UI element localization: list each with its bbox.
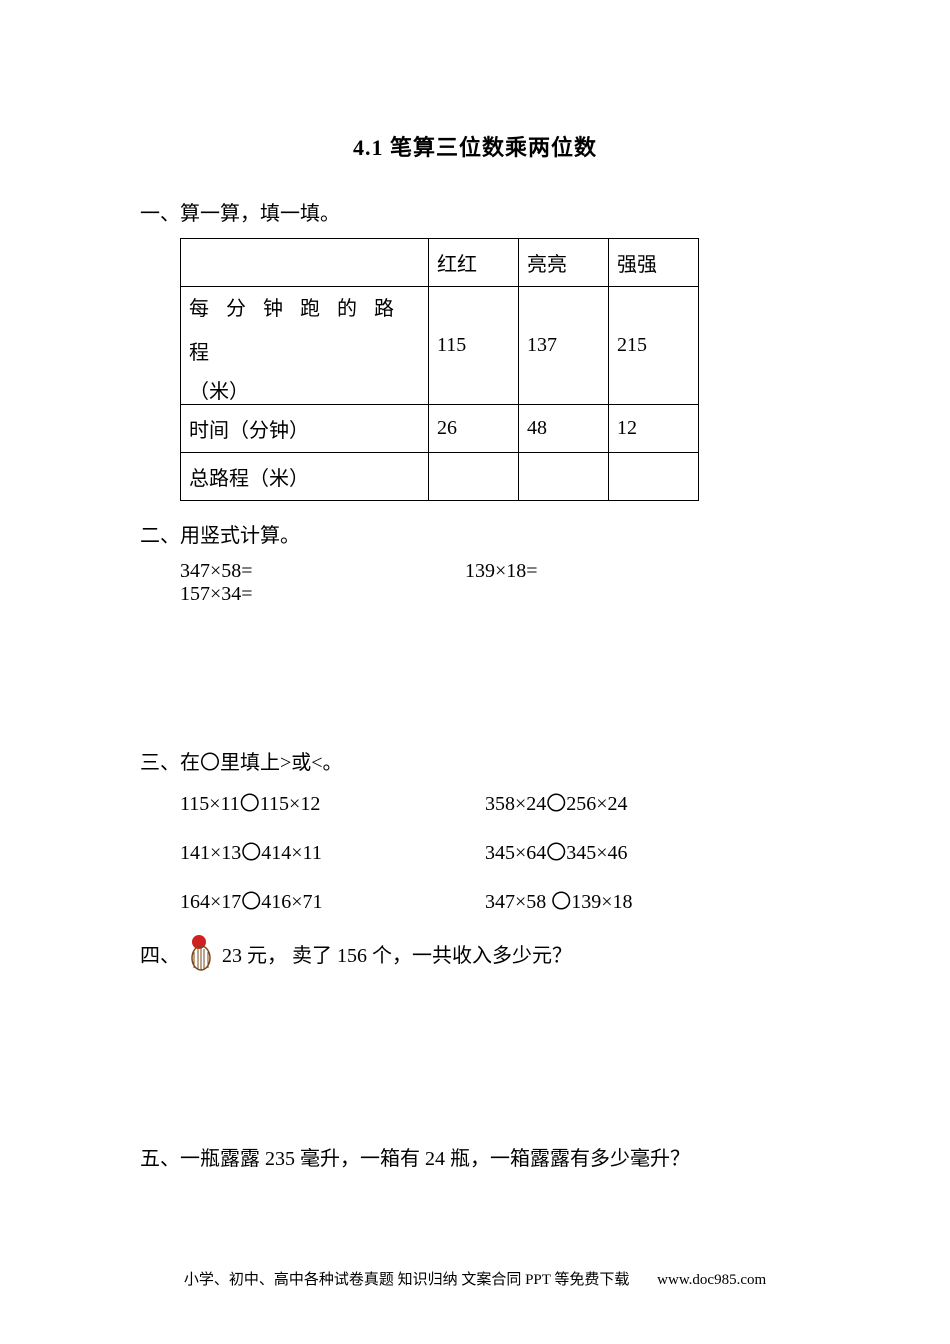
table-cell: 时间（分钟） <box>181 405 429 453</box>
section-4-label: 四、 <box>140 939 180 968</box>
table-row: 红红 亮亮 强强 <box>181 239 699 287</box>
section-4-row: 四、 23 元， 卖了 156 个，一共收入多少元？ <box>140 934 810 972</box>
cell-label-line1: 每 分 钟 跑 的 路 程 <box>189 287 420 375</box>
equation: 139×18= <box>465 560 745 583</box>
equation: 347×58= <box>180 560 460 583</box>
section-1-heading: 一、算一算，填一填。 <box>140 197 810 226</box>
table-cell <box>519 453 609 501</box>
section-4-text: 23 元， 卖了 156 个，一共收入多少元？ <box>222 939 572 968</box>
compare-item: 358×24〇256×24 <box>485 787 628 816</box>
compare-item: 115×11〇115×12 <box>180 787 480 816</box>
section-3-heading: 三、在〇里填上>或<。 <box>140 746 810 775</box>
compare-row: 115×11〇115×12 358×24〇256×24 <box>180 787 810 816</box>
compare-row: 141×13〇414×11 345×64〇345×46 <box>180 836 810 865</box>
compare-item: 345×64〇345×46 <box>485 836 628 865</box>
compare-item: 141×13〇414×11 <box>180 836 480 865</box>
table-cell: 总路程（米） <box>181 453 429 501</box>
footer-url: www.doc985.com <box>657 1272 766 1288</box>
equation: 157×34= <box>180 583 253 606</box>
table-cell <box>429 453 519 501</box>
compare-block: 115×11〇115×12 358×24〇256×24 141×13〇414×1… <box>140 787 810 914</box>
table-cell: 26 <box>429 405 519 453</box>
footer-text: 小学、初中、高中各种试卷真题 知识归纳 文案合同 PPT 等免费下载 <box>184 1272 630 1288</box>
table-cell: 215 <box>609 287 699 405</box>
table-cell: 红红 <box>429 239 519 287</box>
equation-row: 347×58= 139×18= 157×34= <box>140 560 810 606</box>
badminton-racket-icon <box>186 934 216 972</box>
data-table: 红红 亮亮 强强 每 分 钟 跑 的 路 程 （米） 115 137 215 时… <box>180 238 699 501</box>
page-footer: 小学、初中、高中各种试卷真题 知识归纳 文案合同 PPT 等免费下载 www.d… <box>0 1268 950 1289</box>
table-cell: 亮亮 <box>519 239 609 287</box>
table-cell: 48 <box>519 405 609 453</box>
cell-label-line2: （米） <box>189 375 420 404</box>
table-cell: 12 <box>609 405 699 453</box>
compare-item: 164×17〇416×71 <box>180 885 480 914</box>
table-row: 每 分 钟 跑 的 路 程 （米） 115 137 215 <box>181 287 699 405</box>
section-5-heading: 五、一瓶露露 235 毫升，一箱有 24 瓶，一箱露露有多少毫升？ <box>140 1142 810 1171</box>
page-title: 4.1 笔算三位数乘两位数 <box>140 130 810 162</box>
compare-item: 347×58 〇139×18 <box>485 885 633 914</box>
table-cell <box>181 239 429 287</box>
table-cell <box>609 453 699 501</box>
table-cell: 115 <box>429 287 519 405</box>
table-row: 时间（分钟） 26 48 12 <box>181 405 699 453</box>
table-cell: 每 分 钟 跑 的 路 程 （米） <box>181 287 429 405</box>
table-cell: 137 <box>519 287 609 405</box>
section-2-heading: 二、用竖式计算。 <box>140 519 810 548</box>
compare-row: 164×17〇416×71 347×58 〇139×18 <box>180 885 810 914</box>
table-cell: 强强 <box>609 239 699 287</box>
table-row: 总路程（米） <box>181 453 699 501</box>
